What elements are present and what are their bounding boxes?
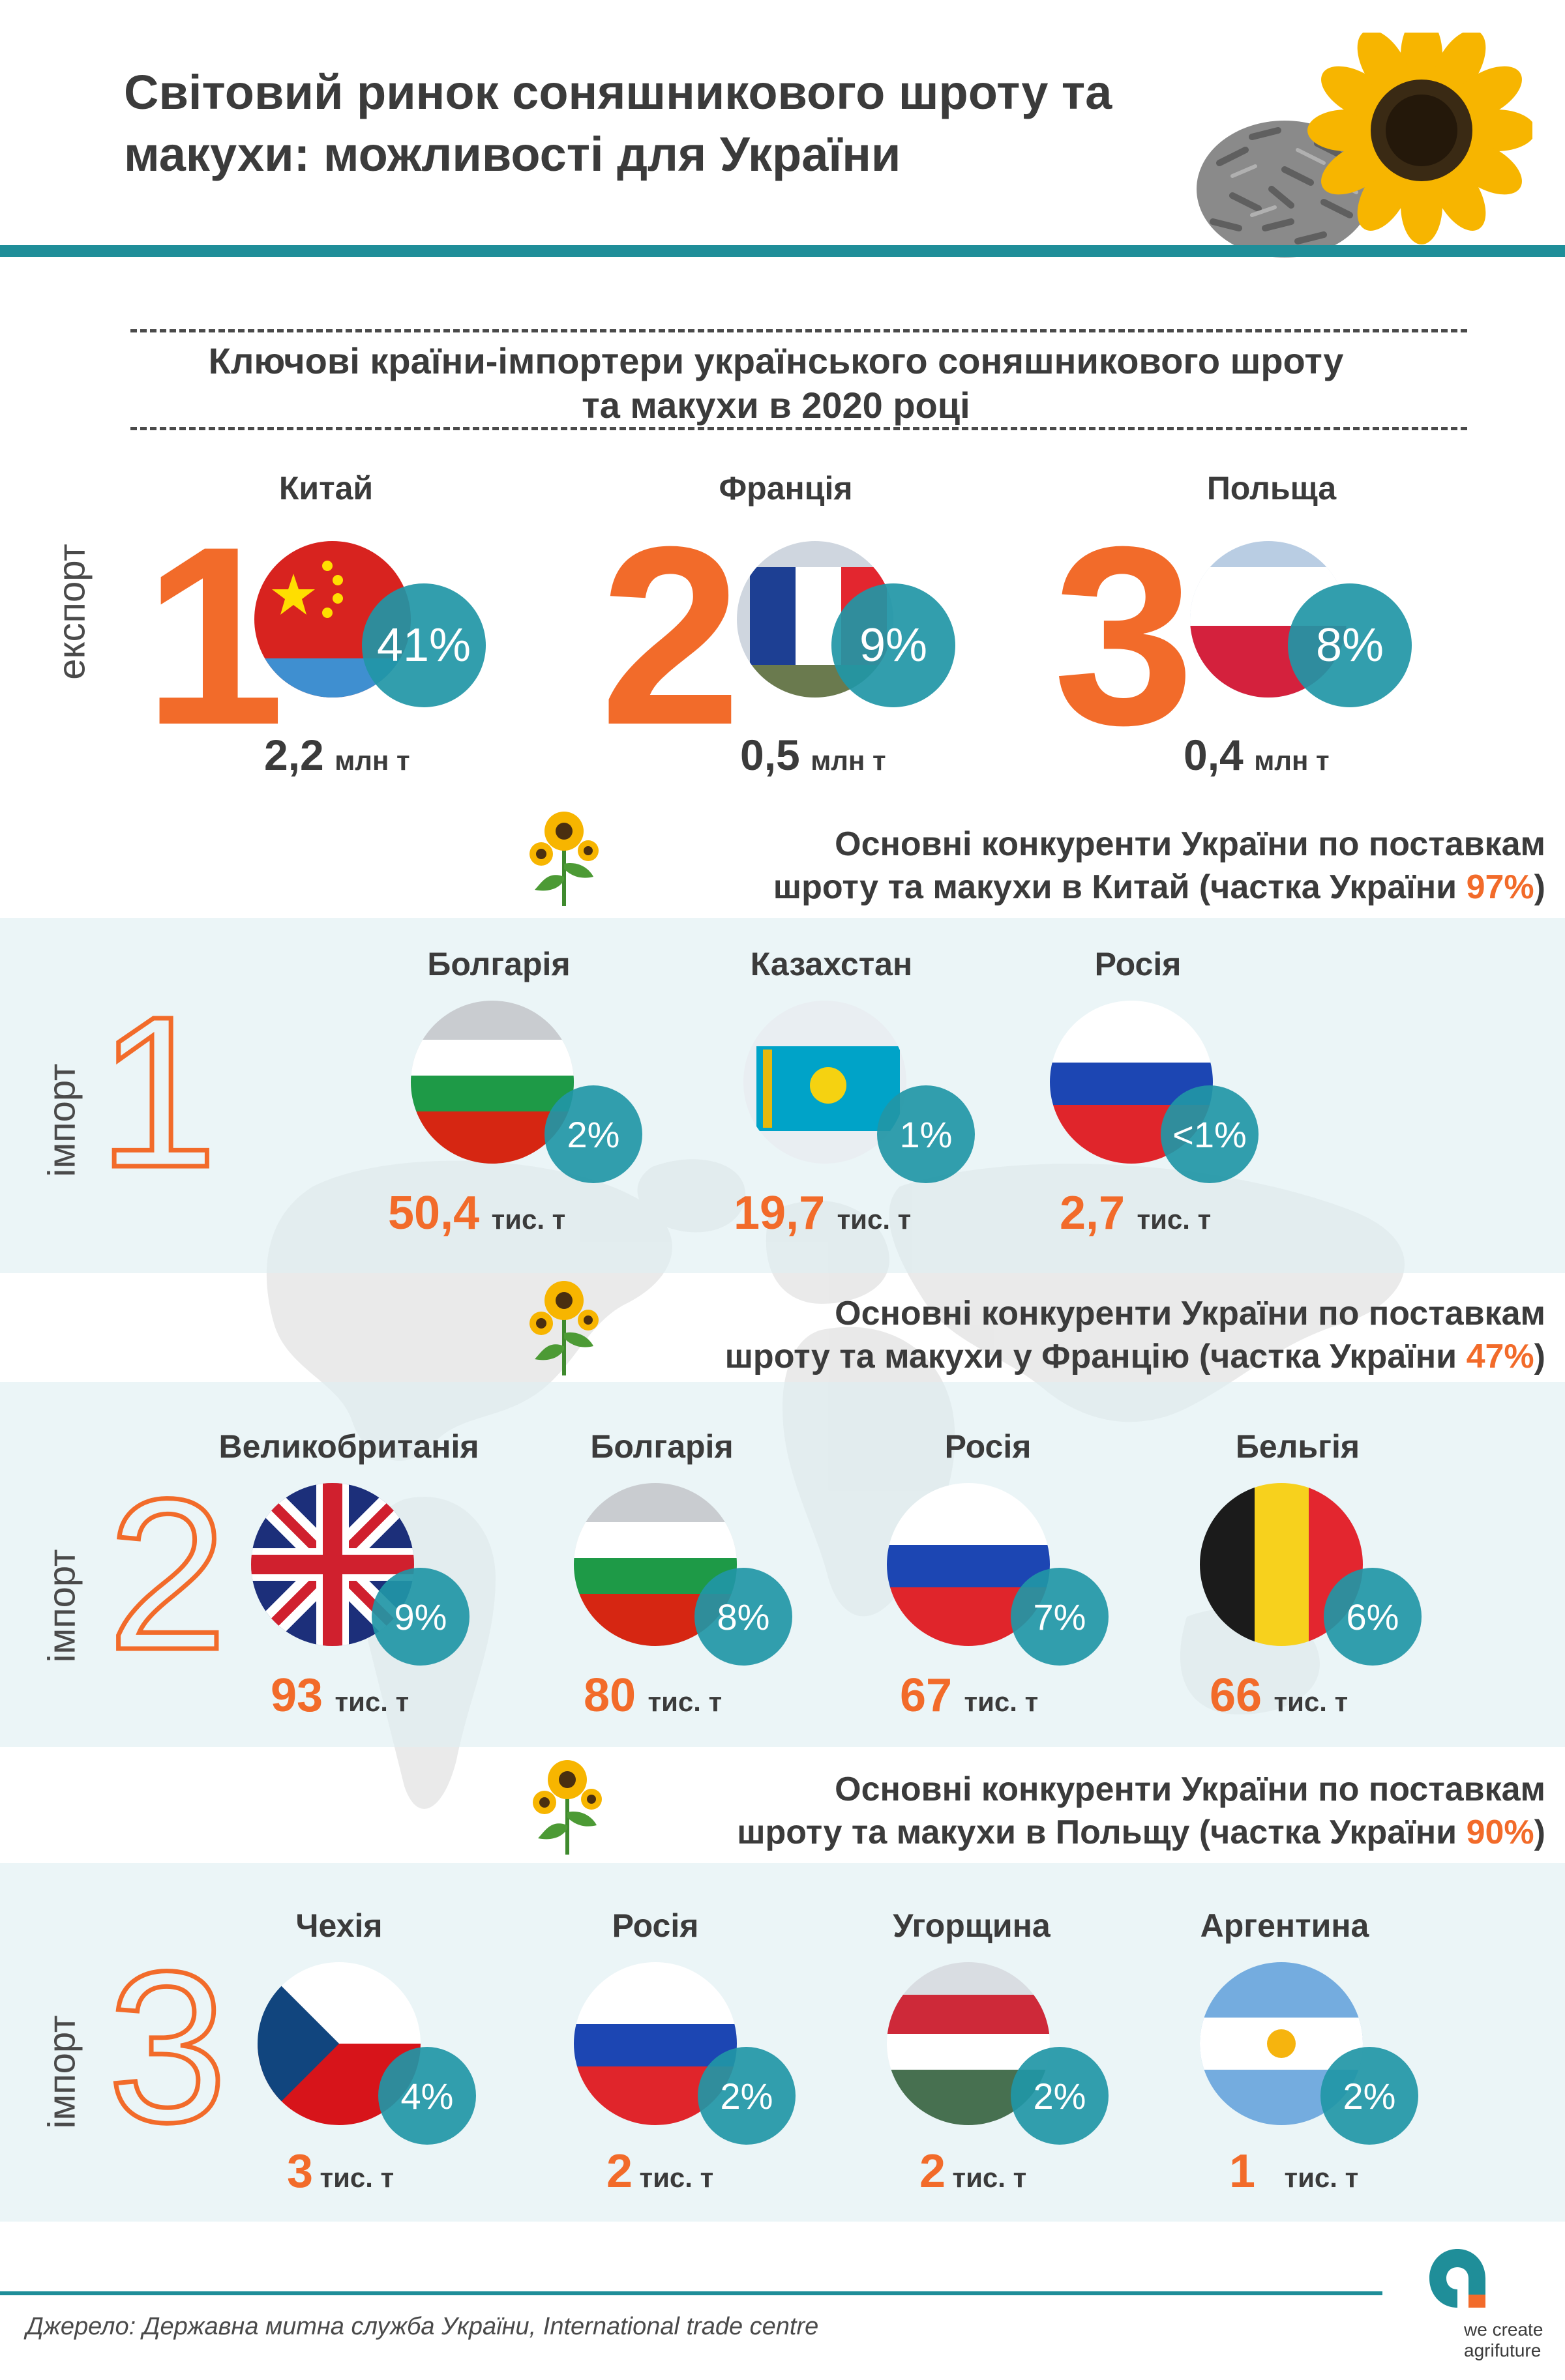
- export-item-2: Франція 2 9% 0,5 млн т: [600, 463, 968, 789]
- country-name: Угорщина: [893, 1907, 1051, 1944]
- import-volume: 2 тис. т: [919, 2145, 1027, 2197]
- source-note: Джерело: Державна митна служба України, …: [26, 2313, 819, 2340]
- share-badge: 8%: [694, 1568, 792, 1666]
- import-side-label: імпорт: [40, 2015, 83, 2129]
- rank-number: 2: [600, 493, 741, 778]
- competitor-item: Чехія 4% 3 тис. т: [248, 1900, 522, 2213]
- share-badge: 7%: [1011, 1568, 1109, 1666]
- logo-text-line1: we create: [1464, 2319, 1543, 2340]
- share-badge: 9%: [372, 1568, 470, 1666]
- competitors-heading-china: Основні конкуренти України по поставкам …: [773, 825, 1545, 906]
- competitor-item: Росія <1% 2,7 тис. т: [1050, 939, 1324, 1252]
- sunflower-pellets-illustration: [1197, 33, 1532, 257]
- import-volume: 1 тис. т: [1229, 2145, 1359, 2197]
- import-volume: 2,7 тис. т: [1060, 1187, 1212, 1239]
- pellets-icon: [1197, 121, 1373, 257]
- competitor-item: Росія 7% 67 тис. т: [874, 1421, 1148, 1734]
- dashed-divider-top: [130, 329, 1467, 332]
- share-badge: 9%: [831, 583, 955, 707]
- competitors-heading-france: Основні конкуренти України по поставкам …: [724, 1295, 1545, 1375]
- page-title: Світовий ринок соняшникового шроту та ма…: [124, 65, 1112, 181]
- footer-divider: [0, 2291, 1382, 2295]
- share-badge: 2%: [698, 2047, 796, 2145]
- share-badge: 8%: [1288, 583, 1412, 707]
- country-name: Казахстан: [750, 946, 913, 982]
- logo-text-line2: agrifuture: [1464, 2340, 1542, 2360]
- export-item-1: Китай 1 41% 2,2 млн т: [143, 463, 515, 789]
- country-name: Росія: [944, 1428, 1032, 1465]
- competitor-item: Аргентина 2% 1 тис. т: [1180, 1900, 1454, 2213]
- share-badge: 2%: [1011, 2047, 1109, 2145]
- import-volume: 80 тис. т: [584, 1669, 723, 1722]
- sunflower-icon: [1307, 33, 1532, 244]
- logo-mark-icon: [1429, 2249, 1485, 2308]
- share-badge: <1%: [1161, 1085, 1259, 1183]
- header-divider: [0, 245, 1565, 257]
- rank-number: 1: [96, 971, 220, 1212]
- share-badge: 2%: [1320, 2047, 1418, 2145]
- export-section-title: Ключові країни-імпортери українського со…: [208, 340, 1344, 426]
- export-volume: 0,4 млн т: [1184, 731, 1330, 779]
- share-badge: 6%: [1324, 1568, 1422, 1666]
- sunflower-icon: [529, 1281, 599, 1375]
- competitor-item: Болгарія 2% 50,4 тис. т: [388, 939, 665, 1252]
- import-volume: 19,7 тис. т: [734, 1187, 912, 1239]
- import-volume: 3 тис. т: [287, 2145, 395, 2197]
- competitor-item: Бельгія 6% 66 тис. т: [1193, 1421, 1467, 1734]
- competitor-item: Болгарія 8% 80 тис. т: [567, 1421, 841, 1734]
- country-name: Болгарія: [590, 1428, 734, 1465]
- country-name: Польща: [1206, 470, 1337, 507]
- country-name: Росія: [1094, 946, 1182, 982]
- country-name: Бельгія: [1235, 1428, 1360, 1465]
- country-name: Аргентина: [1200, 1907, 1369, 1944]
- export-volume: 0,5 млн т: [740, 731, 886, 779]
- export-side-label: експорт: [50, 544, 93, 680]
- rank-number: 3: [1053, 493, 1195, 778]
- export-volume: 2,2 млн т: [264, 731, 410, 779]
- competitor-item: Росія 2% 2 тис. т: [567, 1900, 841, 2213]
- sunflower-icon: [529, 812, 599, 906]
- country-name: Чехія: [295, 1907, 383, 1944]
- dashed-divider-bottom: [130, 427, 1467, 430]
- import-side-label: імпорт: [40, 1549, 83, 1663]
- share-badge: 1%: [877, 1085, 975, 1183]
- competitors-heading-poland: Основні конкуренти України по поставкам …: [737, 1770, 1545, 1851]
- country-name: Росія: [612, 1907, 699, 1944]
- import-volume: 93 тис. т: [271, 1669, 410, 1722]
- share-badge: 4%: [378, 2047, 476, 2145]
- import-volume: 66 тис. т: [1210, 1669, 1349, 1722]
- competitor-item: Великобританія 9% 93 тис. т: [196, 1421, 509, 1734]
- rank-number: 3: [106, 1926, 230, 2167]
- country-name: Китай: [278, 470, 374, 507]
- competitor-item: Казахстан 1% 19,7 тис. т: [724, 939, 998, 1252]
- country-name: Болгарія: [427, 946, 571, 982]
- sunflower-icon: [533, 1760, 602, 1855]
- import-side-label: імпорт: [40, 1063, 83, 1177]
- import-volume: 2 тис. т: [606, 2145, 714, 2197]
- country-name: Великобританія: [218, 1428, 479, 1465]
- import-volume: 67 тис. т: [900, 1669, 1039, 1722]
- share-badge: 2%: [544, 1085, 642, 1183]
- country-name: Франція: [719, 470, 853, 507]
- company-logo: we create agrifuture: [1395, 2242, 1552, 2373]
- share-badge: 41%: [362, 583, 486, 707]
- export-item-3: Польща 3 8% 0,4 млн т: [1053, 463, 1422, 789]
- rank-number: 2: [106, 1454, 230, 1694]
- competitor-item: Угорщина 2% 2 тис. т: [874, 1900, 1148, 2213]
- import-volume: 50,4 тис. т: [388, 1187, 566, 1239]
- bulgaria-flag-icon: [574, 1483, 737, 1646]
